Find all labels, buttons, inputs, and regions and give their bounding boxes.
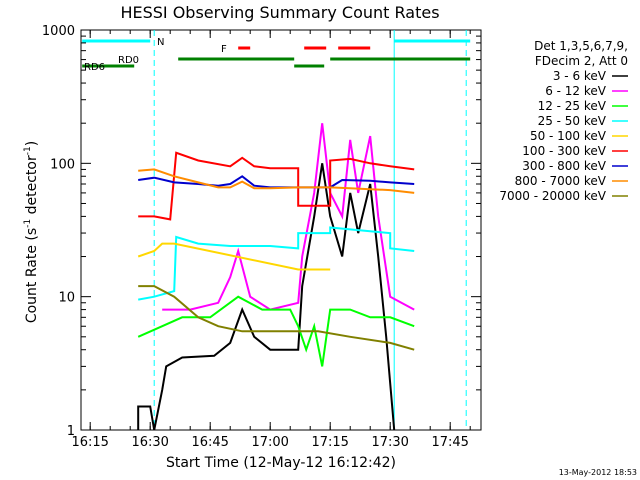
legend-label: 7000 - 20000 keV <box>499 189 606 203</box>
x-tick-label: 17:45 <box>431 435 468 450</box>
y-tick-label: 10 <box>58 291 75 306</box>
y-axis-label-sup2: -1 <box>23 146 33 155</box>
legend-header-line: FDecim 2, Att 0 <box>535 54 628 68</box>
legend-label: 100 - 300 keV <box>522 144 606 158</box>
annotation-label-f: F <box>221 44 227 55</box>
chart-title: HESSI Observing Summary Count Rates <box>120 3 439 22</box>
series-12-25-kev <box>137 295 415 367</box>
y-axis-label-end: ) <box>24 141 40 146</box>
footer-timestamp: 13-May-2012 18:53 <box>559 468 637 477</box>
series-6-12-kev <box>162 123 415 311</box>
series-25-50-kev <box>138 226 415 301</box>
series-300-800-kev <box>138 175 415 189</box>
x-axis-label: Start Time (12-May-12 16:12:42) <box>166 455 396 471</box>
series-3-6-kev <box>137 163 396 431</box>
x-tick-label: 16:45 <box>191 435 228 450</box>
annotation-label-n: N <box>157 37 164 48</box>
axis-layer: 16:15 16:30 16:45 17:00 17:15 17:30 17:45 1 10 10… <box>42 24 481 450</box>
y-axis-label-main: Count Rate (s <box>24 228 40 323</box>
y-tick-label: 100 <box>50 157 75 172</box>
legend-label: 300 - 800 keV <box>522 159 606 173</box>
x-tick-label: 16:15 <box>71 435 108 450</box>
series-100-300-kev <box>138 151 415 221</box>
legend-label: 3 - 6 keV <box>553 69 607 83</box>
y-tick-label: 1000 <box>42 24 75 39</box>
y-tick-label: 1 <box>67 424 75 439</box>
y-axis-label-sup1: -1 <box>23 219 33 228</box>
y-axis-label: Count Rate (s-1 detector-1) <box>23 141 40 323</box>
legend-label: 25 - 50 keV <box>538 114 607 128</box>
legend-label: 50 - 100 keV <box>530 129 607 143</box>
x-tick-label: 17:30 <box>371 435 408 450</box>
series-50-100-kev <box>137 242 331 271</box>
x-tick-label: 17:15 <box>311 435 348 450</box>
legend-label: 6 - 12 keV <box>545 84 607 98</box>
annotation-label-rd0: RD0 <box>118 55 139 66</box>
legend-header-line: Det 1,3,5,6,7,9, <box>534 39 628 53</box>
legend-label: 800 - 7000 keV <box>515 174 607 188</box>
annotation-layer: N F RD0 RD6 <box>82 37 471 73</box>
y-axis-label-mid: detector <box>24 155 40 219</box>
annotation-label-rd6: RD6 <box>84 62 105 73</box>
legend: Det 1,3,5,6,7,9,FDecim 2, Att 03 - 6 keV… <box>499 39 628 203</box>
data-layer <box>137 30 467 431</box>
series-800-7000-kev <box>138 168 415 194</box>
x-tick-label: 17:00 <box>251 435 288 450</box>
plot-frame <box>80 29 482 431</box>
series-7000-20000-kev <box>138 285 415 351</box>
x-tick-label: 16:30 <box>131 435 168 450</box>
legend-label: 12 - 25 keV <box>538 99 607 113</box>
